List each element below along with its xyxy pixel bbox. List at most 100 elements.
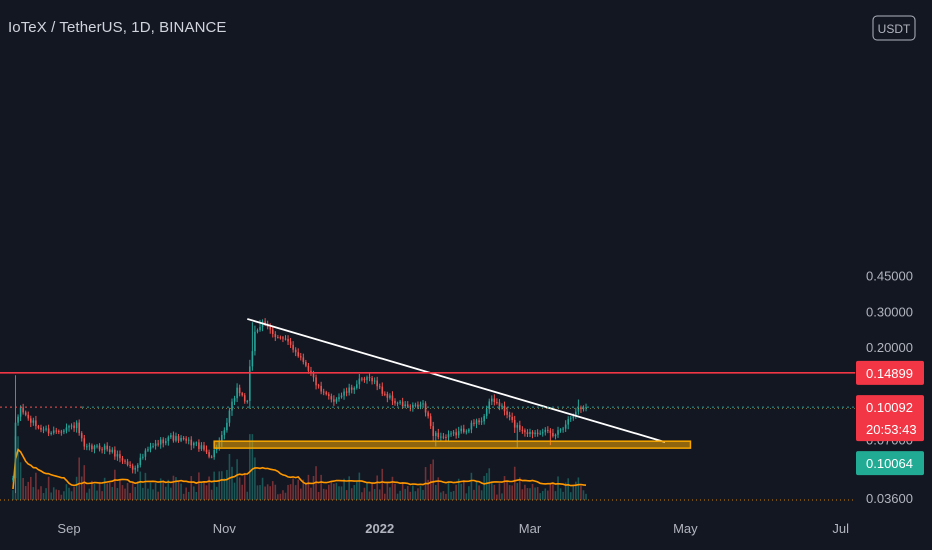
volume-bar (531, 483, 534, 500)
candle-body (164, 441, 167, 444)
candle-body (378, 386, 381, 388)
candle-body (498, 402, 501, 407)
candle-body (353, 387, 356, 390)
candle-body (65, 427, 68, 431)
candle-body (98, 445, 101, 450)
volume-bar (491, 482, 493, 500)
volume-bar (516, 482, 519, 500)
candle (468, 428, 470, 434)
candle (47, 424, 50, 437)
volume-bar (554, 491, 557, 500)
candle (501, 403, 503, 410)
candle (493, 394, 496, 406)
volume-bar (170, 487, 172, 500)
candle-body (203, 445, 205, 450)
candle (213, 447, 215, 460)
volume-bar (55, 489, 58, 500)
volume-bar (162, 480, 165, 500)
candle-body (541, 432, 544, 434)
candle (511, 412, 513, 423)
candle-body (333, 399, 335, 402)
candle-body (371, 377, 373, 382)
currency-button[interactable]: USDT (872, 15, 916, 41)
candle-body (547, 429, 549, 431)
candle-body (254, 331, 256, 352)
support-price-badge-bg (856, 451, 924, 476)
volume-bar (213, 471, 215, 500)
candle (521, 426, 524, 434)
volume-bar (256, 485, 259, 500)
candle-body (417, 404, 419, 407)
candle-body (572, 416, 575, 419)
candle (320, 381, 322, 395)
candle-body (108, 449, 111, 453)
candle (70, 423, 73, 430)
candle (129, 461, 131, 469)
volume-bar (422, 489, 424, 500)
candle (35, 415, 37, 430)
volume-bar (519, 477, 521, 500)
candle-body (552, 432, 554, 437)
candle-body (536, 432, 539, 434)
candle-body (116, 454, 119, 457)
candle (119, 450, 121, 463)
volume-bar (496, 494, 498, 500)
candle-body (213, 449, 215, 458)
candle-body (42, 429, 45, 431)
volume-bar (205, 485, 208, 500)
volume-bar (529, 488, 531, 500)
volume-bar (409, 491, 412, 500)
candle (22, 403, 24, 415)
candle-body (58, 431, 60, 433)
candle-body (185, 438, 187, 441)
candle-body (121, 458, 124, 461)
candle (233, 395, 236, 406)
candle-body (366, 377, 368, 381)
candle-body (335, 399, 338, 402)
candle (345, 387, 348, 397)
candle-body (167, 437, 170, 442)
volume-bar (24, 486, 27, 500)
volume-bar (328, 484, 330, 500)
volume-bar (406, 486, 409, 500)
candle (243, 393, 246, 404)
candle (569, 416, 572, 422)
candle-body (401, 401, 404, 406)
candle (473, 419, 475, 427)
candle (193, 441, 195, 449)
candle (465, 429, 468, 435)
chart-title: IoTeX / TetherUS, 1D, BINANCE (8, 19, 227, 36)
volume-bar (353, 485, 356, 500)
candle (228, 407, 231, 427)
candle (167, 435, 170, 446)
candle-body (177, 436, 180, 441)
candle (394, 398, 396, 406)
volume-bar (233, 482, 236, 500)
candle (585, 403, 587, 412)
candle (396, 401, 399, 407)
candle-body (149, 446, 152, 450)
time-axis[interactable]: Sep Nov 2022 Mar May Jul (57, 521, 849, 536)
volume-bar (35, 472, 37, 500)
volume-bar (412, 485, 414, 500)
volume-bar (434, 485, 437, 500)
candle-body (368, 377, 371, 379)
candle (157, 439, 159, 447)
candle (419, 401, 422, 410)
candle (368, 372, 371, 382)
volume-bar (442, 491, 445, 500)
volume-bar (562, 491, 564, 500)
candle (503, 401, 506, 416)
candle-body (473, 422, 475, 424)
volume-bar (577, 477, 580, 500)
candle-body (511, 416, 513, 420)
volume-bar (493, 484, 496, 500)
volume-bar (478, 485, 480, 500)
volume-bar (223, 478, 226, 500)
candle (93, 444, 96, 454)
currency-badge-frame[interactable] (872, 15, 916, 41)
candle (452, 430, 455, 437)
candle-body (19, 407, 22, 417)
volume-bar (126, 482, 129, 500)
